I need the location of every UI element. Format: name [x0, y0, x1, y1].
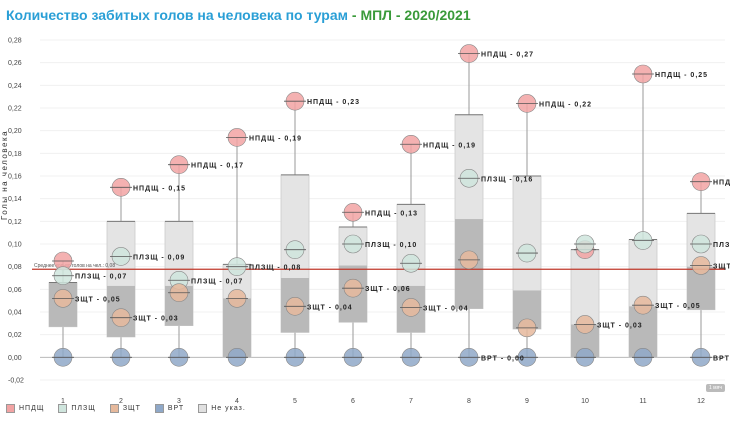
data-label: ПЛЗЩ - 0,08 [249, 265, 301, 272]
x-tick-label: 12 [697, 398, 705, 405]
legend-label: ВРТ [167, 405, 185, 412]
legend-item[interactable]: Не указ. [198, 404, 246, 413]
data-label: НПДЩ - 0,15 [713, 180, 730, 187]
legend-item[interactable]: ПЛЗЩ [58, 404, 95, 413]
y-tick-label: -0,02 [8, 378, 24, 385]
legend-item[interactable]: НПДЩ [6, 404, 44, 413]
data-label: НПДЩ - 0,15 [133, 185, 186, 192]
data-label: ПЛЗЩ - 0,07 [191, 278, 243, 285]
x-tick-label: 5 [293, 398, 297, 405]
legend-swatch [58, 404, 68, 413]
y-tick-label: 0,14 [8, 196, 22, 203]
data-label: ЗЩТ - 0,04 [307, 304, 353, 311]
legend-swatch [6, 404, 15, 413]
average-reference-label: Среднее кол-во голов на чел.: 0,08 [34, 263, 115, 269]
y-tick-label: 0,22 [8, 106, 22, 113]
x-tick-label: 11 [639, 398, 646, 405]
data-label: НПДЩ - 0,25 [655, 72, 708, 79]
data-label: ПЛЗЩ - 0,10 [713, 242, 730, 249]
x-tick-label: 9 [525, 398, 529, 405]
x-tick-label: 7 [409, 398, 413, 405]
x-tick-label: 2 [119, 398, 123, 405]
data-label: НПДЩ - 0,19 [249, 135, 302, 142]
legend: НПДЩ ПЛЗЩ ЗЩТ ВРТ Не указ. [6, 404, 246, 413]
data-label: ЗЩТ - 0,05 [75, 296, 121, 303]
y-tick-label: 0,20 [8, 128, 22, 135]
x-tick-label: 6 [351, 398, 355, 405]
legend-item[interactable]: ВРТ [154, 404, 185, 413]
y-tick-label: 0,24 [8, 83, 22, 90]
data-label: НПДЩ - 0,27 [481, 52, 534, 59]
data-label: ПЛЗЩ - 0,09 [133, 254, 185, 261]
y-tick-label: 0,04 [8, 310, 22, 317]
data-label: ЗЩТ - 0,08 [713, 264, 730, 271]
x-tick-label: 10 [581, 398, 589, 405]
legend-swatch [109, 404, 119, 413]
data-label: ЗЩТ - 0,03 [133, 316, 179, 323]
data-label: НПДЩ - 0,13 [365, 210, 418, 217]
legend-label: ПЛЗЩ [71, 405, 96, 412]
legend-label: ЗЩТ [122, 405, 141, 412]
y-tick-label: 0,06 [8, 287, 22, 294]
x-tick-label: 4 [235, 398, 239, 405]
x-tick-label: 3 [177, 398, 181, 405]
y-tick-label: 0,28 [8, 38, 22, 45]
box-lower [223, 298, 251, 358]
data-label: НПДЩ - 0,17 [191, 163, 244, 170]
data-label: ЗЩТ - 0,04 [423, 305, 469, 312]
legend-label: НПДЩ [19, 405, 45, 412]
legend-swatch [198, 404, 208, 413]
data-label: НПДЩ - 0,19 [423, 142, 476, 149]
chart-title-sub: - МПЛ - 2020/2021 [348, 7, 471, 23]
chart-title-main: Количество забитых голов на человека по … [6, 7, 348, 23]
y-tick-label: 0,10 [8, 242, 22, 249]
legend-item[interactable]: ЗЩТ [109, 404, 141, 413]
x-tick-label: 8 [467, 398, 471, 405]
scale-badge: 1 мяч [706, 384, 725, 392]
data-label: ПЛЗЩ - 0,10 [365, 242, 417, 249]
y-tick-label: 0,16 [8, 174, 22, 181]
data-label: ПЛЗЩ - 0,07 [75, 274, 127, 281]
data-label: ВРТ - 0,00 [713, 355, 730, 362]
legend-label: Не указ. [211, 405, 246, 412]
data-label: ВРТ - 0,00 [481, 355, 525, 362]
y-tick-label: 0,02 [8, 332, 22, 339]
legend-swatch [154, 404, 164, 413]
y-tick-label: 0,12 [8, 219, 22, 226]
y-tick-label: 0,18 [8, 151, 22, 158]
data-label: ЗЩТ - 0,06 [365, 286, 411, 293]
x-tick-label: 1 [61, 398, 65, 405]
y-tick-label: 0,00 [8, 355, 22, 362]
y-tick-label: 0,08 [8, 264, 22, 271]
data-label: НПДЩ - 0,22 [539, 101, 592, 108]
y-tick-label: 0,26 [8, 60, 22, 67]
data-label: ПЛЗЩ - 0,16 [481, 176, 533, 183]
chart-title: Количество забитых голов на человека по … [6, 7, 471, 23]
data-label: ЗЩТ - 0,03 [597, 322, 643, 329]
data-label: ЗЩТ - 0,05 [655, 303, 701, 310]
data-label: НПДЩ - 0,23 [307, 99, 360, 106]
